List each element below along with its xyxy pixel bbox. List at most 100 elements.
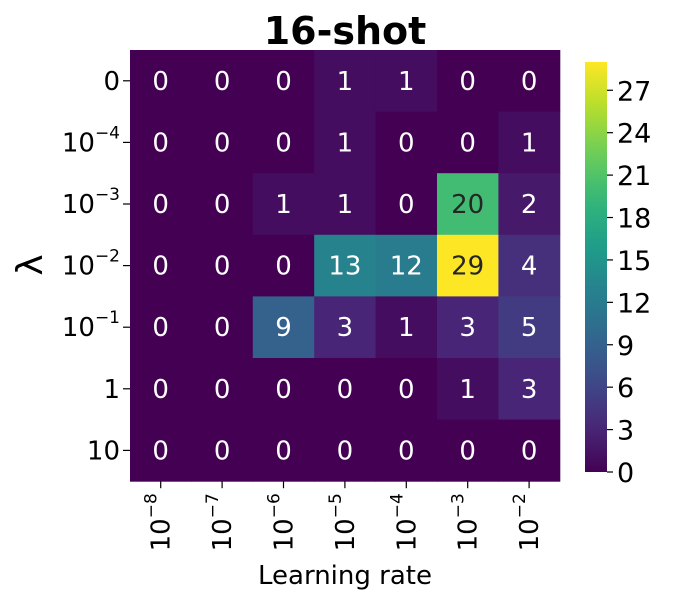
- heatmap-cell: [130, 111, 192, 174]
- cell-value-label: 4: [521, 252, 538, 282]
- cell-value-label: 9: [275, 313, 292, 343]
- cell-value-label: 1: [337, 190, 354, 220]
- cell-value-label: 0: [214, 190, 231, 220]
- heatmap-cell: [130, 419, 192, 482]
- heatmap-cell: [375, 296, 438, 359]
- y-tick-label: 1: [103, 375, 120, 405]
- cell-value-label: 0: [398, 436, 415, 466]
- heatmap-cell: [314, 358, 377, 421]
- heatmap-cell: [437, 419, 499, 482]
- cell-value-label: 0: [152, 313, 169, 343]
- cell-value-label: 0: [152, 436, 169, 466]
- colorbar-tick-label: 12: [617, 288, 651, 319]
- heatmap-cell: [252, 50, 315, 113]
- heatmap-cell: [252, 358, 315, 421]
- y-axis-label: λ: [10, 254, 51, 275]
- heatmap-cell: [437, 111, 499, 174]
- cell-value-label: 0: [152, 252, 169, 282]
- heatmap-cell: [130, 50, 192, 113]
- colorbar-tick-label: 6: [617, 373, 634, 404]
- x-axis-label: Learning rate: [258, 561, 432, 591]
- heatmap-cell: [130, 234, 192, 297]
- x-tick-label: 10−6: [265, 493, 300, 551]
- heatmap-cell: [375, 173, 438, 236]
- heatmap-cell: [375, 111, 438, 174]
- y-tick-label: 10−1: [62, 308, 120, 343]
- heatmap-cell: [498, 111, 561, 174]
- heatmap-cell: [191, 234, 254, 297]
- heatmap-cell: [252, 173, 315, 236]
- y-tick-label: 0: [103, 67, 120, 97]
- cell-value-label: 0: [459, 67, 476, 97]
- heatmap-cell: [130, 173, 192, 236]
- heatmap-cell: [498, 234, 561, 297]
- cell-value-label: 3: [521, 375, 538, 405]
- colorbar-tick-label: 27: [617, 76, 651, 107]
- heatmap-cell: [314, 419, 377, 482]
- cell-value-label: 0: [275, 375, 292, 405]
- cell-value-label: 3: [337, 313, 354, 343]
- heatmap-cells: 0 0 0 1 1 0 00 0 0 1 0 0 10 0 1 1 0 20 20 0 0 13 12 29 40 0 9 3 1 3 50…: [130, 50, 561, 482]
- heatmap-cell: [191, 111, 254, 174]
- heatmap-cell: [437, 234, 499, 297]
- cell-value-label: 3: [459, 313, 476, 343]
- cell-value-label: 1: [521, 128, 538, 158]
- x-tick-label: 10−5: [326, 493, 361, 551]
- heatmap-cell: [191, 296, 254, 359]
- cell-value-label: 0: [214, 375, 231, 405]
- heatmap-cell: [130, 358, 192, 421]
- colorbar-tick-label: 18: [617, 204, 651, 235]
- cell-value-label: 0: [214, 67, 231, 97]
- heatmap-cell: [375, 358, 438, 421]
- cell-value-label: 0: [398, 128, 415, 158]
- cell-value-label: 0: [152, 190, 169, 220]
- colorbar-tick-label: 15: [617, 246, 651, 277]
- heatmap-cell: [498, 419, 561, 482]
- heatmap-cell: [437, 296, 499, 359]
- cell-value-label: 0: [275, 67, 292, 97]
- heatmap-cell: [314, 296, 377, 359]
- x-axis-ticks: 10−8 10−7 10−6 10−5 10−4 10−3 10−2: [142, 481, 545, 551]
- cell-value-label: 1: [398, 67, 415, 97]
- cell-value-label: 0: [152, 67, 169, 97]
- cell-value-label: 0: [214, 313, 231, 343]
- cell-value-label: 0: [521, 436, 538, 466]
- cell-value-label: 12: [390, 252, 423, 282]
- cell-value-label: 1: [275, 190, 292, 220]
- cell-value-label: 0: [152, 375, 169, 405]
- heatmap-cell: [130, 296, 192, 359]
- heatmap-cell: [437, 50, 499, 113]
- heatmap-cell: [375, 50, 438, 113]
- colorbar: 0 3 6 9 12 15 18 21 24 27: [585, 62, 651, 489]
- chart-title: 16-shot: [264, 9, 427, 53]
- cell-value-label: 0: [398, 375, 415, 405]
- cell-value-label: 1: [459, 375, 476, 405]
- cell-value-label: 5: [521, 313, 538, 343]
- cell-value-label: 0: [275, 252, 292, 282]
- colorbar-tick-label: 0: [617, 458, 634, 489]
- cell-value-label: 0: [521, 67, 538, 97]
- heatmap-cell: [314, 173, 377, 236]
- cell-value-label: 0: [459, 128, 476, 158]
- heatmap-cell: [375, 234, 438, 297]
- heatmap-cell: [314, 50, 377, 113]
- heatmap-cell: [191, 358, 254, 421]
- colorbar-tick-label: 24: [617, 119, 651, 150]
- cell-value-label: 13: [328, 252, 361, 282]
- heatmap-cell: [252, 419, 315, 482]
- heatmap-cell: [498, 173, 561, 236]
- heatmap-cell: [375, 419, 438, 482]
- heatmap-cell: [191, 419, 254, 482]
- cell-value-label: 0: [398, 190, 415, 220]
- heatmap-cell: [498, 296, 561, 359]
- y-axis-ticks: 0 10−4 10−3 10−2 10−1 1 10: [62, 67, 130, 466]
- heatmap-cell: [252, 111, 315, 174]
- cell-value-label: 2: [521, 190, 538, 220]
- cell-value-label: 20: [451, 190, 484, 220]
- cell-value-label: 0: [337, 375, 354, 405]
- heatmap-cell: [314, 234, 377, 297]
- heatmap-cell: [191, 173, 254, 236]
- heatmap-cell: [252, 234, 315, 297]
- colorbar-tick-label: 9: [617, 331, 634, 362]
